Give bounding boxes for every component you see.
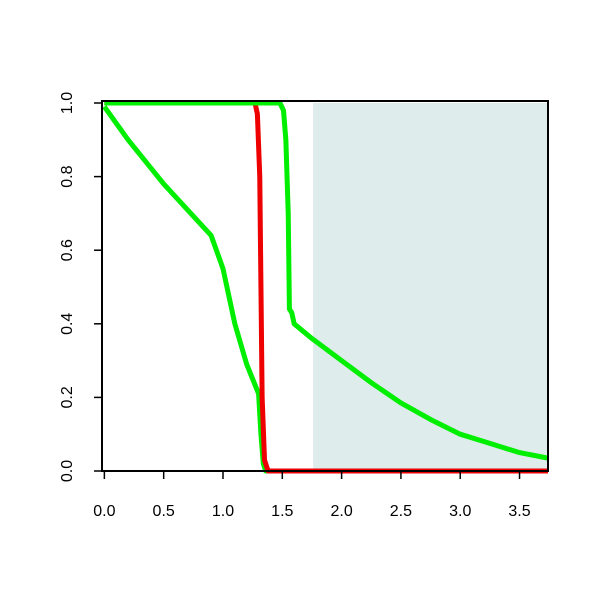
x-tick-label: 0.5 <box>153 503 175 520</box>
x-tick-label: 1.0 <box>212 503 234 520</box>
y-tick-label: 0.2 <box>59 386 76 408</box>
x-tick-label: 3.0 <box>449 503 471 520</box>
y-tick-label: 0.0 <box>59 460 76 482</box>
y-tick-label: 0.8 <box>59 165 76 187</box>
x-tick-label: 3.5 <box>508 503 530 520</box>
x-tick-label: 2.0 <box>330 503 352 520</box>
shaded-region <box>313 103 548 471</box>
plot-frame <box>101 100 549 472</box>
y-tick-label: 0.6 <box>59 239 76 261</box>
x-tick-label: 1.5 <box>271 503 293 520</box>
y-tick-label: 0.4 <box>59 313 76 335</box>
x-tick-label: 2.5 <box>390 503 412 520</box>
x-tick-label: 0.0 <box>93 503 115 520</box>
y-tick-label: 1.0 <box>59 92 76 114</box>
line <box>104 100 549 461</box>
line <box>104 100 548 474</box>
